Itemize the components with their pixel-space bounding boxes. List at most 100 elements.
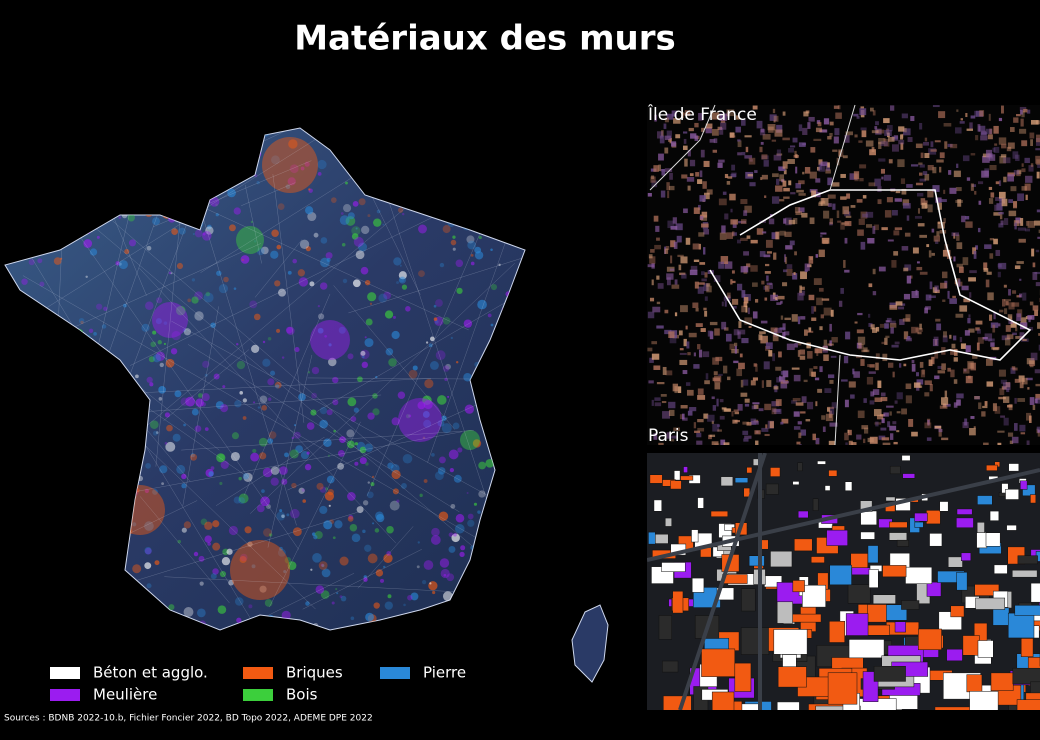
texture-dot xyxy=(773,115,779,122)
boundary-line xyxy=(333,285,456,430)
texture-dot xyxy=(158,385,166,394)
texture-dot xyxy=(730,208,733,213)
texture-dot xyxy=(451,533,460,543)
texture-dot xyxy=(162,615,173,626)
texture-dot xyxy=(804,167,811,174)
texture-dot xyxy=(951,343,956,349)
texture-dot xyxy=(860,106,865,109)
boundary-line xyxy=(244,293,331,496)
texture-dot xyxy=(993,238,998,245)
texture-dot xyxy=(769,283,774,289)
building xyxy=(765,483,779,495)
texture-dot xyxy=(941,271,948,279)
texture-dot xyxy=(391,417,400,426)
texture-dot xyxy=(338,326,346,334)
texture-dot xyxy=(442,365,450,372)
texture-dot xyxy=(785,245,793,250)
france-outline xyxy=(4,127,526,631)
texture-dot xyxy=(887,362,894,368)
texture-dot xyxy=(152,217,160,226)
texture-dot xyxy=(801,212,808,218)
texture-dot xyxy=(932,185,940,192)
idf-boundary xyxy=(649,104,716,191)
texture-dot xyxy=(959,121,965,124)
texture-dot xyxy=(738,362,745,370)
texture-dot xyxy=(701,278,707,282)
texture-dot xyxy=(1036,134,1040,143)
texture-dot xyxy=(905,383,912,390)
texture-dot xyxy=(1003,218,1009,226)
texture-dot xyxy=(989,238,994,241)
texture-dot xyxy=(848,381,856,388)
texture-dot xyxy=(880,397,888,402)
texture-dot xyxy=(281,478,288,485)
texture-dot xyxy=(445,205,452,213)
texture-dot xyxy=(1018,293,1023,298)
building xyxy=(914,512,928,522)
texture-dot xyxy=(985,358,993,366)
texture-dot xyxy=(392,315,396,319)
texture-dot xyxy=(448,619,458,630)
texture-dot xyxy=(408,414,412,418)
texture-dot xyxy=(887,239,894,242)
texture-dot xyxy=(931,252,935,256)
texture-dot xyxy=(7,524,17,534)
texture-dot xyxy=(43,314,47,318)
texture-dot xyxy=(987,134,993,140)
texture-dot xyxy=(1000,415,1005,418)
texture-dot xyxy=(147,614,151,617)
texture-dot xyxy=(774,327,783,334)
texture-dot xyxy=(813,366,818,369)
texture-dot xyxy=(832,182,840,187)
texture-dot xyxy=(890,433,894,440)
texture-dot xyxy=(927,190,934,198)
texture-dot xyxy=(253,401,256,404)
texture-dot xyxy=(313,232,319,238)
texture-dot xyxy=(198,555,205,562)
texture-dot xyxy=(154,624,158,627)
texture-dot xyxy=(987,292,994,301)
texture-dot xyxy=(733,305,737,309)
texture-dot xyxy=(128,239,137,247)
texture-dot xyxy=(359,457,367,465)
texture-dot xyxy=(780,371,786,375)
texture-dot xyxy=(890,320,896,325)
texture-dot xyxy=(888,159,893,164)
texture-dot xyxy=(176,464,186,474)
texture-dot xyxy=(258,437,268,447)
texture-dot xyxy=(697,427,705,432)
texture-dot xyxy=(253,623,257,627)
texture-dot xyxy=(102,411,105,414)
texture-dot xyxy=(869,436,878,444)
boundary-line xyxy=(364,182,421,295)
texture-dot xyxy=(844,237,848,244)
texture-dot xyxy=(361,225,370,235)
texture-dot xyxy=(48,154,55,161)
building xyxy=(1012,667,1040,685)
texture-dot xyxy=(1019,128,1027,134)
texture-dot xyxy=(431,527,440,537)
texture-dot xyxy=(440,568,450,579)
texture-dot xyxy=(874,422,882,425)
texture-dot xyxy=(21,459,25,462)
texture-dot xyxy=(1003,284,1007,288)
texture-dot xyxy=(165,358,175,368)
texture-dot xyxy=(506,201,513,208)
texture-dot xyxy=(49,442,56,448)
texture-dot xyxy=(835,112,842,119)
texture-dot xyxy=(993,125,999,134)
texture-dot xyxy=(784,331,790,336)
texture-dot xyxy=(268,533,273,537)
texture-dot xyxy=(784,254,787,263)
texture-dot xyxy=(660,394,667,397)
texture-dot xyxy=(1005,301,1009,306)
texture-dot xyxy=(270,466,280,475)
texture-dot xyxy=(256,180,260,185)
texture-dot xyxy=(701,211,708,218)
texture-dot xyxy=(431,452,435,457)
texture-dot xyxy=(939,199,947,203)
texture-dot xyxy=(939,166,942,173)
texture-dot xyxy=(820,161,828,167)
texture-dot xyxy=(684,110,690,117)
texture-dot xyxy=(832,203,836,210)
